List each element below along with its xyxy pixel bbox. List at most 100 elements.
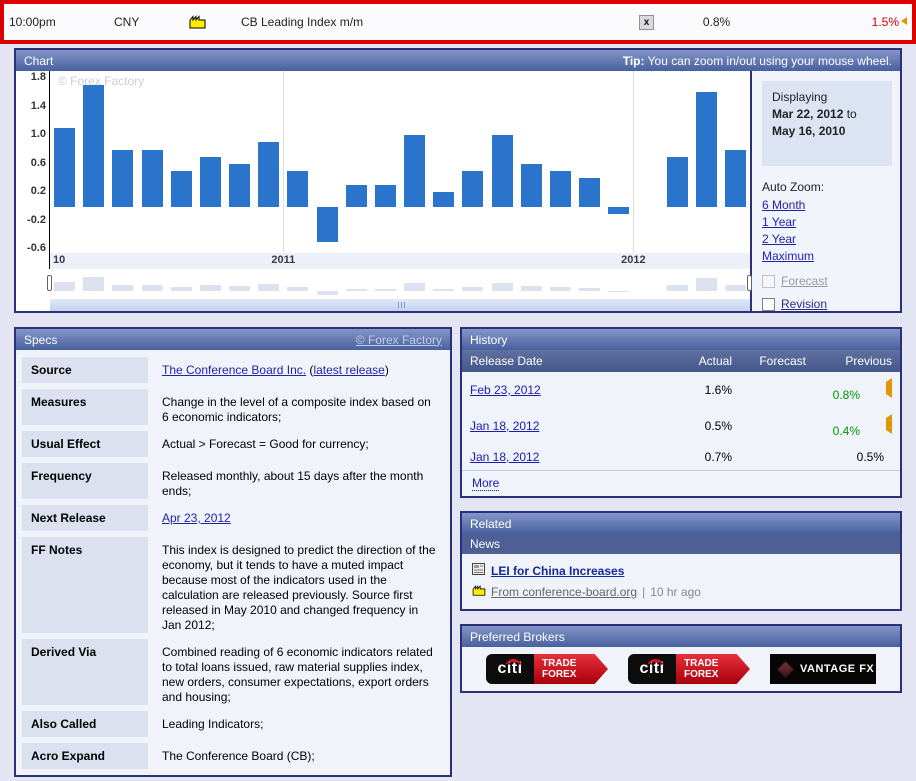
navigator-handle-left[interactable] xyxy=(47,275,52,291)
spec-value: Apr 23, 2012 xyxy=(148,505,444,531)
zoom-link-1-year[interactable]: 1 Year xyxy=(762,215,797,229)
chart-navigator[interactable] xyxy=(47,269,752,299)
chart-bar xyxy=(549,170,571,207)
chart-area: 1.8 1.4 1.0 0.6 0.2 -0.2 -0.6 © Forex Factory … xyxy=(16,71,752,311)
x-tick-label: 2012 xyxy=(621,254,646,266)
y-tick-label: 1.0 xyxy=(30,128,46,141)
chart-bar xyxy=(112,149,134,207)
event-time: 10:00pm xyxy=(9,15,56,29)
spec-label: FF Notes xyxy=(22,537,148,633)
spec-row-frequency: Frequency Released monthly, about 15 day… xyxy=(22,463,444,499)
spec-value: The Conference Board (CB); xyxy=(162,749,315,763)
history-previous: 0.5% xyxy=(814,444,900,470)
news-source-link[interactable]: From conference-board.org xyxy=(491,585,638,599)
revised-marker-icon xyxy=(870,378,892,398)
release-date-link[interactable]: Jan 18, 2012 xyxy=(470,450,540,464)
forecast-label[interactable]: Forecast xyxy=(781,274,828,288)
chart-plot[interactable]: © Forex Factory xyxy=(50,71,750,253)
history-row: Jan 18, 2012 0.5% 0.4% xyxy=(462,408,900,444)
citi-arc-icon xyxy=(647,659,664,667)
source-link[interactable]: The Conference Board Inc. xyxy=(162,363,307,377)
history-row: Feb 23, 2012 1.6% 0.8% xyxy=(462,372,900,408)
citi-forex-label: FOREX xyxy=(542,669,577,680)
navigator-bar xyxy=(287,287,309,291)
vantage-logo-text: VANTAGE FX xyxy=(800,663,875,675)
x-tick-label: 2011 xyxy=(271,254,296,266)
chart-bar xyxy=(695,92,717,207)
scrollbar-thumb-grip-icon[interactable] xyxy=(398,302,405,308)
actual-value: 0.8% xyxy=(702,15,731,29)
history-previous-text: 0.4% xyxy=(832,424,860,438)
history-previous: 0.4% xyxy=(814,408,900,444)
release-date-link[interactable]: Jan 18, 2012 xyxy=(470,419,540,433)
next-release-link[interactable]: Apr 23, 2012 xyxy=(162,511,231,525)
chart-panel-title: Chart xyxy=(24,53,54,68)
revision-label[interactable]: Revision xyxy=(781,297,828,311)
brokers-title: Preferred Brokers xyxy=(470,629,565,644)
displaying-box: Displaying Mar 22, 2012 to May 16, 2010 xyxy=(762,81,892,166)
chart-tip-text: You can zoom in/out using your mouse whe… xyxy=(644,53,892,68)
citi-trade-forex-ad-1[interactable]: citi TRADE FOREX xyxy=(486,654,608,684)
auto-zoom-label: Auto Zoom: xyxy=(762,180,825,194)
zoom-link-2-year[interactable]: 2 Year xyxy=(762,232,797,246)
specs-title: Specs xyxy=(24,332,58,347)
spec-value: Leading Indicators; xyxy=(162,717,264,731)
displaying-label: Displaying xyxy=(772,90,828,104)
history-forecast xyxy=(740,384,814,396)
chart-bar xyxy=(54,128,76,207)
vantage-fx-ad[interactable]: VANTAGE FX xyxy=(770,654,876,684)
news-age: 10 hr ago xyxy=(650,585,701,599)
chart-panel-header: Chart Tip: You can zoom in/out using you… xyxy=(16,50,900,71)
diamond-icon xyxy=(776,659,795,679)
navigator-bar xyxy=(316,291,338,295)
close-detail-button[interactable]: x xyxy=(639,14,654,30)
navigator-bar xyxy=(433,289,455,291)
news-title-link[interactable]: LEI for China Increases xyxy=(491,563,625,578)
citi-forex-label: FOREX xyxy=(684,669,719,680)
chart-bar xyxy=(345,185,367,207)
chart-gridline xyxy=(633,71,635,253)
navigator-bar xyxy=(404,283,426,291)
navigator-bar xyxy=(141,284,163,291)
zoom-link-6-month[interactable]: 6 Month xyxy=(762,198,806,212)
citi-trade-forex-ad-2[interactable]: citi TRADE FOREX xyxy=(628,654,750,684)
chart-bar xyxy=(374,185,396,207)
spec-row-ff-notes: FF Notes This index is designed to predi… xyxy=(22,537,444,633)
spec-value: The Conference Board Inc. (latest releas… xyxy=(148,357,444,383)
chart-scrollbar[interactable] xyxy=(50,299,750,311)
spec-value: Change in the level of a composite index… xyxy=(162,395,431,424)
spec-value: Actual > Forecast = Good for currency; xyxy=(162,437,369,451)
revision-checkbox[interactable] xyxy=(762,297,775,311)
more-link[interactable]: More xyxy=(472,476,500,491)
highlighted-event-row[interactable]: 10:00pm CNY CB Leading Index m/m x 0.8% … xyxy=(0,0,916,44)
history-forecast xyxy=(740,451,814,463)
navigator-bar xyxy=(491,283,513,291)
chart-bar xyxy=(404,135,426,207)
citi-trade-label: TRADE xyxy=(684,658,719,669)
spec-value: Released monthly, about 15 days after th… xyxy=(162,469,424,498)
navigator-handle-right[interactable] xyxy=(747,275,752,291)
y-tick-label: 0.2 xyxy=(30,185,46,198)
chart-bar xyxy=(491,135,513,207)
latest-release-link[interactable]: latest release xyxy=(313,363,385,377)
chart-bar xyxy=(462,170,484,207)
copyright-link[interactable]: © Forex Factory xyxy=(355,332,442,347)
history-previous-text: 0.5% xyxy=(856,450,884,464)
col-forecast: Forecast xyxy=(759,354,806,368)
chart-bar xyxy=(724,149,746,207)
forecast-checkbox[interactable] xyxy=(762,274,775,288)
chart-bar xyxy=(666,156,688,207)
history-title: History xyxy=(470,332,508,347)
impact-factory-icon xyxy=(184,15,236,29)
chart-y-axis: 1.8 1.4 1.0 0.6 0.2 -0.2 -0.6 xyxy=(16,71,49,254)
previous-value: 1.5% xyxy=(764,15,912,29)
news-subheader: News xyxy=(462,534,900,554)
navigator-bar xyxy=(83,277,105,291)
release-date-link[interactable]: Feb 23, 2012 xyxy=(470,383,541,397)
event-currency: CNY xyxy=(114,15,140,29)
factory-icon xyxy=(472,585,486,599)
zoom-link-maximum[interactable]: Maximum xyxy=(762,249,815,263)
chart-bar xyxy=(83,85,105,207)
related-title: Related xyxy=(470,516,512,531)
navigator-bar xyxy=(54,282,76,291)
